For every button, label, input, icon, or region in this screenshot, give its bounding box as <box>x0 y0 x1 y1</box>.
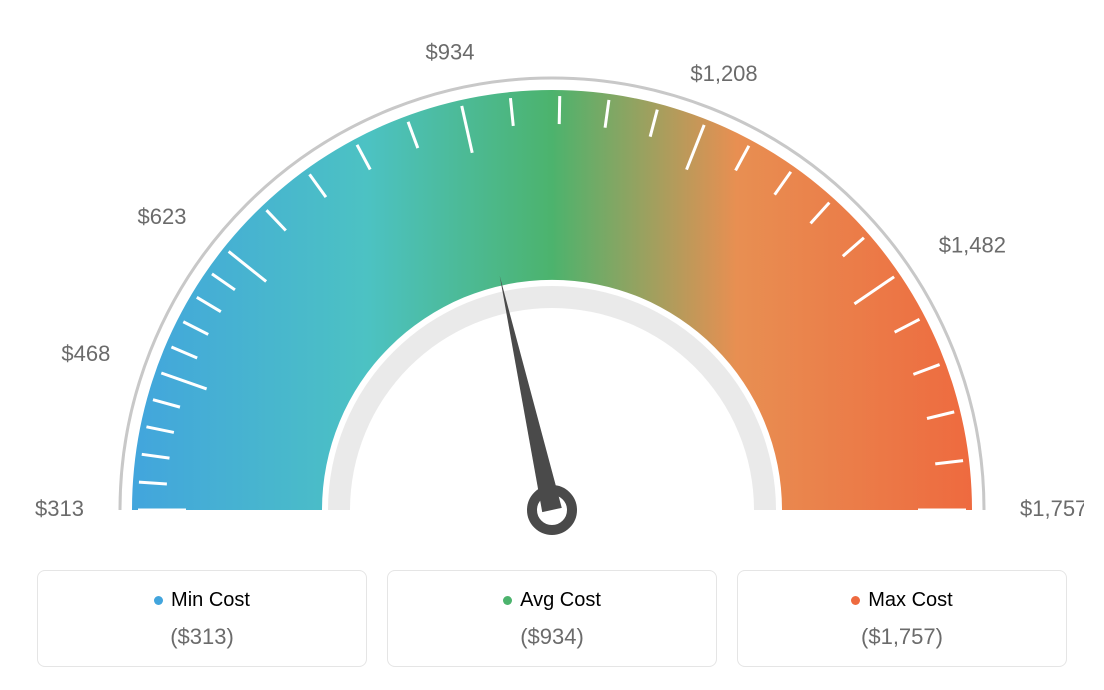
legend-min: Min Cost ($313) <box>37 570 367 667</box>
legend-max-title: Max Cost <box>868 589 952 612</box>
legend-min-title-row: Min Cost <box>154 589 250 612</box>
gauge-svg: $313 $468 $623 $934 $1,208 $1,482 $1,757 <box>20 20 1084 560</box>
svg-text:$1,482: $1,482 <box>939 232 1006 257</box>
legend-max-dot <box>851 596 860 605</box>
legend-avg-title: Avg Cost <box>520 589 601 612</box>
legend-min-value: ($313) <box>38 624 366 650</box>
gauge-chart: $313 $468 $623 $934 $1,208 $1,482 $1,757 <box>20 20 1084 560</box>
legend-max: Max Cost ($1,757) <box>737 570 1067 667</box>
legend-min-dot <box>154 596 163 605</box>
legend-avg-title-row: Avg Cost <box>503 589 601 612</box>
svg-text:$468: $468 <box>61 341 110 366</box>
svg-text:$1,208: $1,208 <box>690 61 757 86</box>
svg-text:$313: $313 <box>35 496 84 521</box>
legend-min-title: Min Cost <box>171 589 250 612</box>
legend-max-value: ($1,757) <box>738 624 1066 650</box>
legend-row: Min Cost ($313) Avg Cost ($934) Max Cost… <box>37 570 1067 667</box>
svg-text:$623: $623 <box>138 204 187 229</box>
legend-avg: Avg Cost ($934) <box>387 570 717 667</box>
legend-avg-dot <box>503 596 512 605</box>
svg-text:$1,757: $1,757 <box>1020 496 1084 521</box>
legend-avg-value: ($934) <box>388 624 716 650</box>
svg-text:$934: $934 <box>426 39 475 64</box>
legend-max-title-row: Max Cost <box>851 589 952 612</box>
